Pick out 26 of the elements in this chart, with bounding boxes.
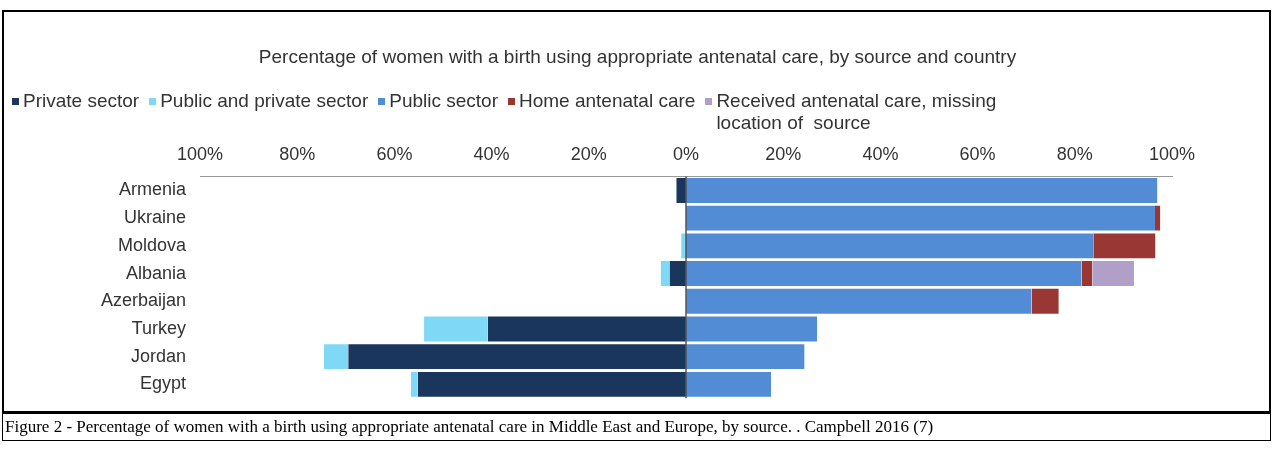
x-tick-label: 40% [473, 143, 510, 164]
x-tick-label: 100% [1148, 143, 1196, 164]
x-tick-label: 40% [862, 143, 899, 164]
x-tick-label: 0% [672, 143, 700, 164]
legend-label: Home antenatal care [519, 90, 696, 112]
x-tick-label: 60% [376, 143, 413, 164]
x-tick-label: 20% [570, 143, 607, 164]
y-tick-label: Egypt [139, 373, 186, 394]
legend-label: Public sector [389, 90, 498, 112]
legend-label: Public and private sector [160, 90, 369, 112]
x-tick-label: 80% [1056, 143, 1093, 164]
legend-label: Private sector [23, 90, 140, 112]
x-tick-label: 80% [279, 143, 316, 164]
y-tick-label: Ukraine [123, 207, 186, 228]
x-tick-label: 100% [176, 143, 224, 164]
y-tick-label: Azerbaijan [100, 290, 186, 311]
y-tick-label: Moldova [117, 234, 187, 255]
y-tick-label: Armenia [118, 179, 187, 200]
y-tick-label: Jordan [130, 345, 186, 366]
legend-label: Received antenatal care, missing location of source [716, 90, 998, 134]
y-tick-label: Albania [125, 262, 187, 283]
chart-title: Percentage of women with a birth using appropriate antenatal care, by source and country [257, 46, 1018, 68]
x-tick-label: 20% [765, 143, 802, 164]
x-tick-label: 60% [959, 143, 996, 164]
caption: Figure 2 - Percentage of women with a birth using appropriate antenatal care in Middle East and Europe, by source. . Campbell 2016 (7) [5, 417, 935, 437]
y-tick-label: Turkey [131, 317, 186, 338]
